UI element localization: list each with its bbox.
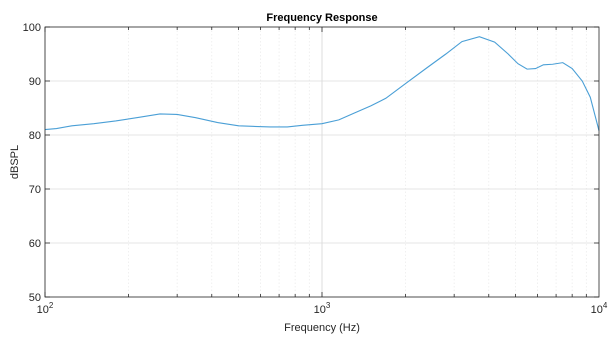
x-axis-label: Frequency (Hz) [284,322,360,334]
frequency-response-line [44,36,600,131]
y-tick-labels: 50 60 70 80 90 100 [23,22,41,304]
y-tick-label: 90 [29,76,41,88]
y-tick-label: 80 [29,130,41,142]
x-tick-label: 103 [314,301,331,316]
x-tick-label: 104 [591,301,608,316]
y-tick-label: 50 [29,292,41,304]
y-axis-label: dBSPL [9,145,21,179]
y-tick-label: 100 [23,22,41,34]
chart-title: Frequency Response [266,12,377,24]
x-tick-labels: 102 103 104 [37,301,608,316]
y-tick-label: 60 [29,238,41,250]
axis-ticks [44,26,599,298]
x-tick-label: 102 [37,301,54,316]
y-tick-label: 70 [29,184,41,196]
